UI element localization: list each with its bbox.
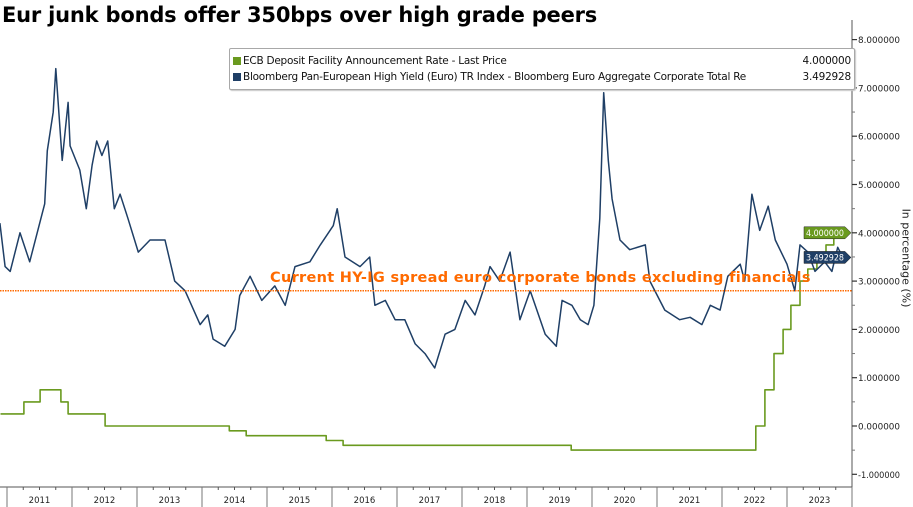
legend-item-ecb: ECB Deposit Facility Announcement Rate -… [233,53,851,68]
x-tick-label: 2019 [549,496,571,506]
x-tick-label: 2011 [29,496,51,506]
legend-swatch-hy [233,72,241,81]
tag-label: 4.000000 [806,229,844,239]
tag-label: 3.492928 [806,254,844,264]
spread-annotation: Current HY-IG spread euro corporate bond… [270,270,811,286]
y-axis-label: In percentage (%) [899,208,913,308]
legend-label-hy: Bloomberg Pan-European High Yield (Euro)… [243,70,746,83]
y-axis: 8.000000 7.000000 6.000000 5.000000 4.000000… [852,36,900,481]
legend-value-ecb: 4.000000 [802,54,851,67]
last-value-tag-1: 3.492928 [803,251,852,264]
x-tick-label: 2021 [679,496,701,506]
y-tick-label: 4.000000 [858,229,900,239]
legend-label-ecb: ECB Deposit Facility Announcement Rate -… [243,54,507,67]
x-tick-label: 2023 [809,496,831,506]
y-tick-label: 5.000000 [858,181,900,191]
tag-shape [803,226,852,240]
last-value-tags: 4.000000 3.492928 [803,226,852,264]
x-tick-label: 2015 [289,496,311,506]
x-tick-label: 2020 [614,496,636,506]
legend-value-hy: 3.492928 [802,70,851,83]
legend-swatch-ecb [233,56,241,65]
y-tick-label: -1.000000 [858,471,900,481]
y-tick-label: 1.000000 [858,374,900,384]
x-axis: 2011 2012 2013 2014 2015 2016 2017 2018 2019 2020… [6,487,853,507]
chart-title: Eur junk bonds offer 350bps over high gr… [2,3,598,27]
x-tick-label: 2018 [484,496,506,506]
tag-shape [803,251,852,264]
x-tick-label: 2017 [419,496,441,506]
x-tick-label: 2014 [224,496,246,506]
x-tick-label: 2016 [354,496,376,506]
legend-item-hy: Bloomberg Pan-European High Yield (Euro)… [233,69,851,84]
y-tick-label: 2.000000 [858,326,900,336]
series-line-0 [0,232,845,451]
y-tick-label: 0.000000 [858,423,900,433]
hy-ig-spread-series [0,67,844,369]
y-tick-label: 3.000000 [858,278,900,288]
y-tick-label: 7.000000 [858,84,900,94]
y-tick-label: 8.000000 [858,36,900,46]
ecb-rate-series [0,232,845,451]
x-tick-label: 2022 [744,496,766,506]
y-tick-label: 6.000000 [858,133,900,143]
x-tick-label: 2012 [94,496,116,506]
last-value-tag-0: 4.000000 [803,226,852,240]
plot-frame [0,20,853,488]
x-tick-label: 2013 [159,496,181,506]
legend: ECB Deposit Facility Announcement Rate -… [229,48,855,90]
series-line-1 [0,67,844,369]
